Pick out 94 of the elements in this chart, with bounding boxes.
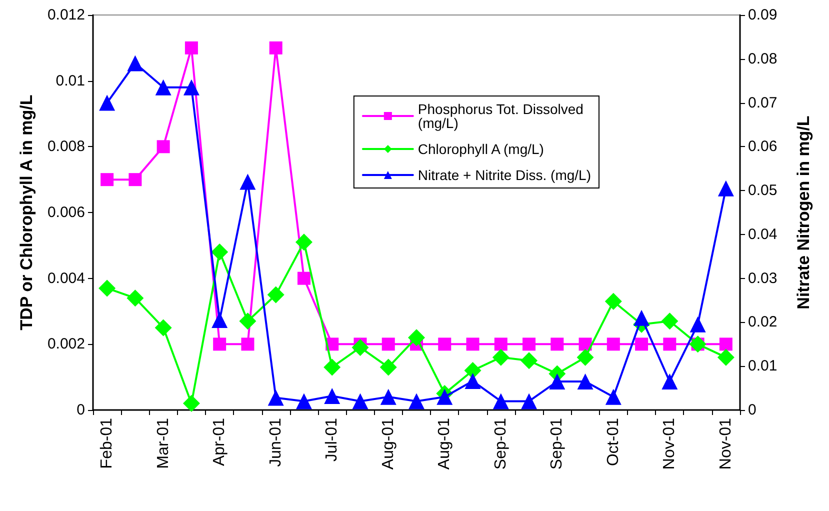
point	[182, 394, 200, 412]
y2-tick-label: 0.03	[748, 270, 778, 287]
point	[576, 348, 594, 366]
point	[100, 173, 114, 186]
y2-tick-label: 0.08	[748, 50, 778, 68]
legend-label: Phosphorus Tot. Dissolved (mg/L)	[418, 101, 588, 131]
point	[464, 373, 481, 390]
point	[604, 292, 622, 310]
x-tick-label: Mar-01	[154, 418, 172, 469]
point	[408, 393, 424, 410]
point	[269, 41, 282, 54]
point	[127, 55, 144, 72]
x-tick-label: Jun-01	[267, 418, 284, 467]
y-axis-title: TDP or Chlorophyll A in mg/L	[17, 94, 36, 330]
point	[690, 316, 706, 332]
point	[661, 312, 678, 330]
point	[605, 388, 622, 405]
point	[213, 338, 226, 351]
point	[211, 244, 228, 260]
point	[155, 79, 172, 96]
y-tick-label: 0	[76, 402, 85, 418]
point	[717, 348, 734, 366]
y2-tick-label: 0.02	[748, 314, 778, 331]
y2-tick-label: 0.04	[748, 226, 778, 243]
point	[436, 388, 453, 405]
x-tick-label: Aug-01	[380, 418, 397, 470]
point	[212, 312, 228, 328]
point	[268, 390, 284, 406]
point	[296, 393, 312, 410]
point	[606, 338, 620, 351]
point	[520, 352, 538, 370]
x-tick-label: Sep-01	[548, 418, 566, 470]
point	[128, 173, 142, 186]
point	[549, 373, 566, 390]
legend-label: Nitrate + Nitrite Diss. (mg/L)	[418, 167, 592, 183]
y2-tick-label: 0.06	[748, 138, 778, 156]
y-tick-label: 0.01	[56, 72, 85, 90]
point	[663, 338, 676, 351]
point	[550, 338, 564, 351]
point	[380, 388, 396, 405]
point	[494, 338, 508, 351]
x-tick-label: Sep-01	[492, 418, 510, 470]
x-tick-label: Jul-01	[324, 418, 341, 462]
point	[492, 393, 509, 410]
y2-tick-label: 0.05	[748, 182, 778, 200]
point	[464, 362, 482, 379]
y-tick-label: 0.012	[47, 6, 85, 24]
point	[126, 290, 144, 307]
y2-axis-title: Nitrate Nitrogen in mg/L	[794, 116, 813, 310]
x-tick-label: Nov-01	[717, 418, 734, 470]
point	[634, 310, 650, 326]
point	[492, 348, 510, 366]
point	[635, 338, 648, 351]
y2-tick-label: 0.09	[748, 6, 778, 24]
point	[522, 338, 536, 351]
point	[241, 338, 254, 351]
y2-tick-label: 0.07	[748, 94, 778, 112]
y2-tick-label: 0.01	[748, 358, 778, 375]
y-tick-label: 0.008	[47, 138, 85, 156]
x-tick-label: Feb-01	[98, 418, 116, 469]
point	[466, 338, 480, 351]
point	[183, 79, 200, 96]
point	[98, 280, 116, 297]
point	[577, 373, 594, 390]
point	[239, 312, 256, 330]
point	[184, 41, 198, 54]
point	[382, 338, 395, 351]
point	[352, 393, 368, 410]
point	[438, 338, 452, 351]
point	[154, 319, 172, 336]
point	[324, 388, 340, 404]
point	[324, 358, 341, 376]
legend-label: Chlorophyll A (mg/L)	[418, 141, 544, 157]
point	[380, 358, 397, 376]
point	[240, 174, 256, 190]
x-tick-label: Apr-01	[211, 418, 228, 466]
point	[156, 140, 170, 154]
y-tick-label: 0.002	[47, 336, 85, 353]
point	[662, 373, 678, 390]
point	[295, 234, 312, 251]
point	[718, 180, 734, 196]
x-tick-label: Nov-01	[661, 418, 678, 470]
x-tick-label: Aug-01	[436, 418, 454, 470]
point	[99, 94, 116, 111]
y-tick-label: 0.006	[47, 204, 85, 221]
point	[408, 329, 425, 346]
point	[719, 338, 732, 351]
point	[352, 338, 369, 356]
y-tick-label: 0.004	[47, 270, 85, 287]
point	[267, 286, 284, 304]
x-tick-label: Oct-01	[604, 418, 622, 466]
point	[297, 272, 310, 285]
point	[521, 393, 538, 410]
y2-tick-label: 0	[748, 402, 756, 418]
